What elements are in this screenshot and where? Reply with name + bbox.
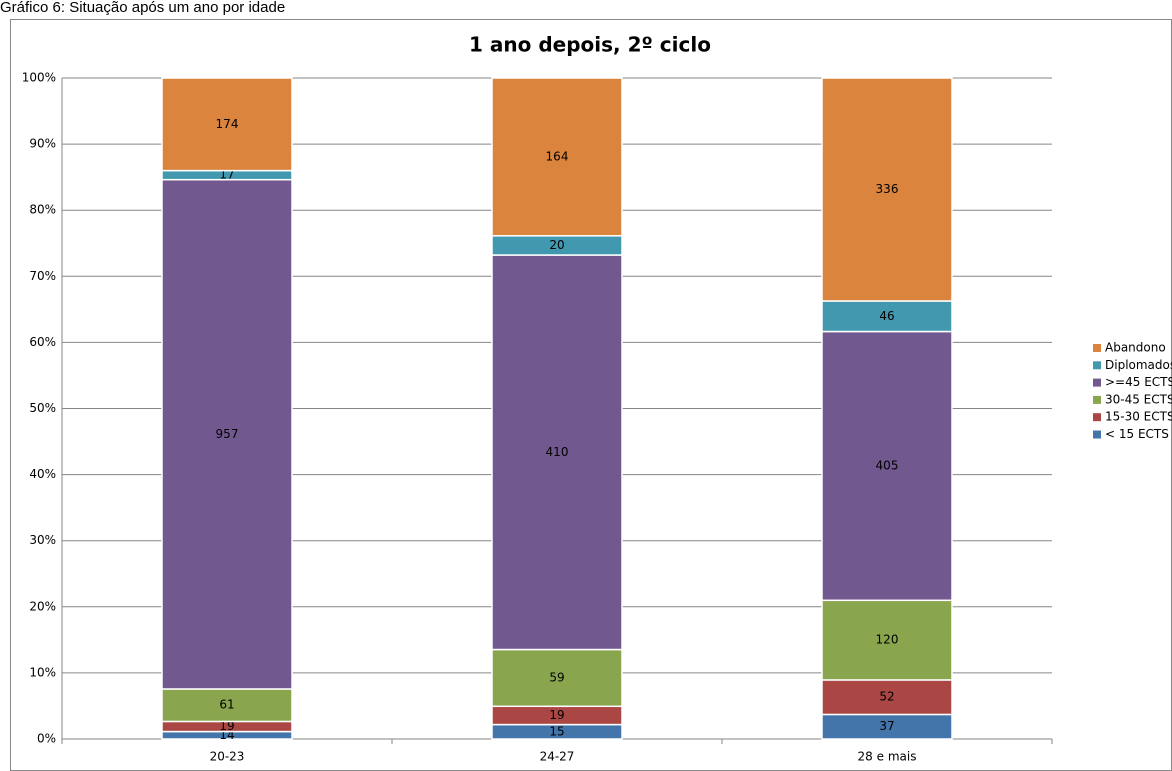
data-label: 37	[879, 719, 894, 733]
data-label: 174	[216, 117, 239, 131]
bar-segment	[491, 648, 623, 708]
data-label: 19	[549, 708, 564, 722]
legend-swatch	[1093, 413, 1101, 422]
y-tick-label: 90%	[29, 137, 56, 151]
y-tick-label: 80%	[29, 203, 56, 217]
y-tick-label: 40%	[29, 467, 56, 481]
x-tick-label: 20-23	[210, 750, 245, 764]
bar-segment	[491, 77, 623, 237]
bar-segment	[821, 599, 953, 681]
bar-segment	[491, 254, 623, 651]
legend-swatch	[1093, 378, 1101, 387]
legend-label: Abandono	[1105, 341, 1166, 355]
bar-segment	[161, 688, 293, 723]
data-label: 120	[876, 633, 899, 647]
x-tick-label: 28 e mais	[858, 750, 917, 764]
legend-label: Diplomados	[1105, 358, 1172, 372]
legend-label: >=45 ECTS	[1105, 375, 1172, 389]
data-label: 410	[546, 445, 569, 459]
legend-label: < 15 ECTS	[1105, 427, 1169, 441]
chart-title: 1 ano depois, 2º ciclo	[469, 33, 711, 57]
data-label: 336	[876, 182, 899, 196]
data-label: 20	[549, 238, 564, 252]
y-tick-label: 10%	[29, 665, 56, 679]
legend-swatch	[1093, 361, 1101, 370]
data-label: 957	[216, 427, 239, 441]
bar-segment	[821, 330, 953, 602]
bar-segment	[161, 178, 293, 690]
data-label: 61	[219, 698, 234, 712]
legend-swatch	[1093, 430, 1101, 439]
data-label: 19	[219, 719, 234, 733]
legend-swatch	[1093, 395, 1101, 404]
bar-segment	[821, 77, 953, 302]
bar-segment	[161, 77, 293, 172]
caption: Gráfico 6: Situação após um ano por idad…	[0, 0, 285, 16]
data-label: 164	[546, 149, 569, 163]
data-label: 59	[549, 670, 564, 684]
y-tick-label: 70%	[29, 269, 56, 283]
data-label: 46	[879, 309, 894, 323]
data-label: 52	[879, 690, 894, 704]
data-label: 405	[876, 458, 899, 472]
x-tick-label: 24-27	[540, 750, 575, 764]
y-tick-label: 50%	[29, 401, 56, 415]
y-tick-label: 0%	[37, 732, 56, 746]
y-tick-label: 20%	[29, 599, 56, 613]
legend-swatch	[1093, 344, 1101, 352]
y-tick-label: 60%	[29, 335, 56, 349]
data-label: 15	[549, 724, 564, 738]
legend-label: 15-30 ECTS	[1105, 410, 1172, 424]
legend-label: 30-45 ECTS	[1105, 392, 1172, 406]
y-tick-label: 30%	[29, 533, 56, 547]
y-tick-label: 100%	[22, 71, 56, 85]
